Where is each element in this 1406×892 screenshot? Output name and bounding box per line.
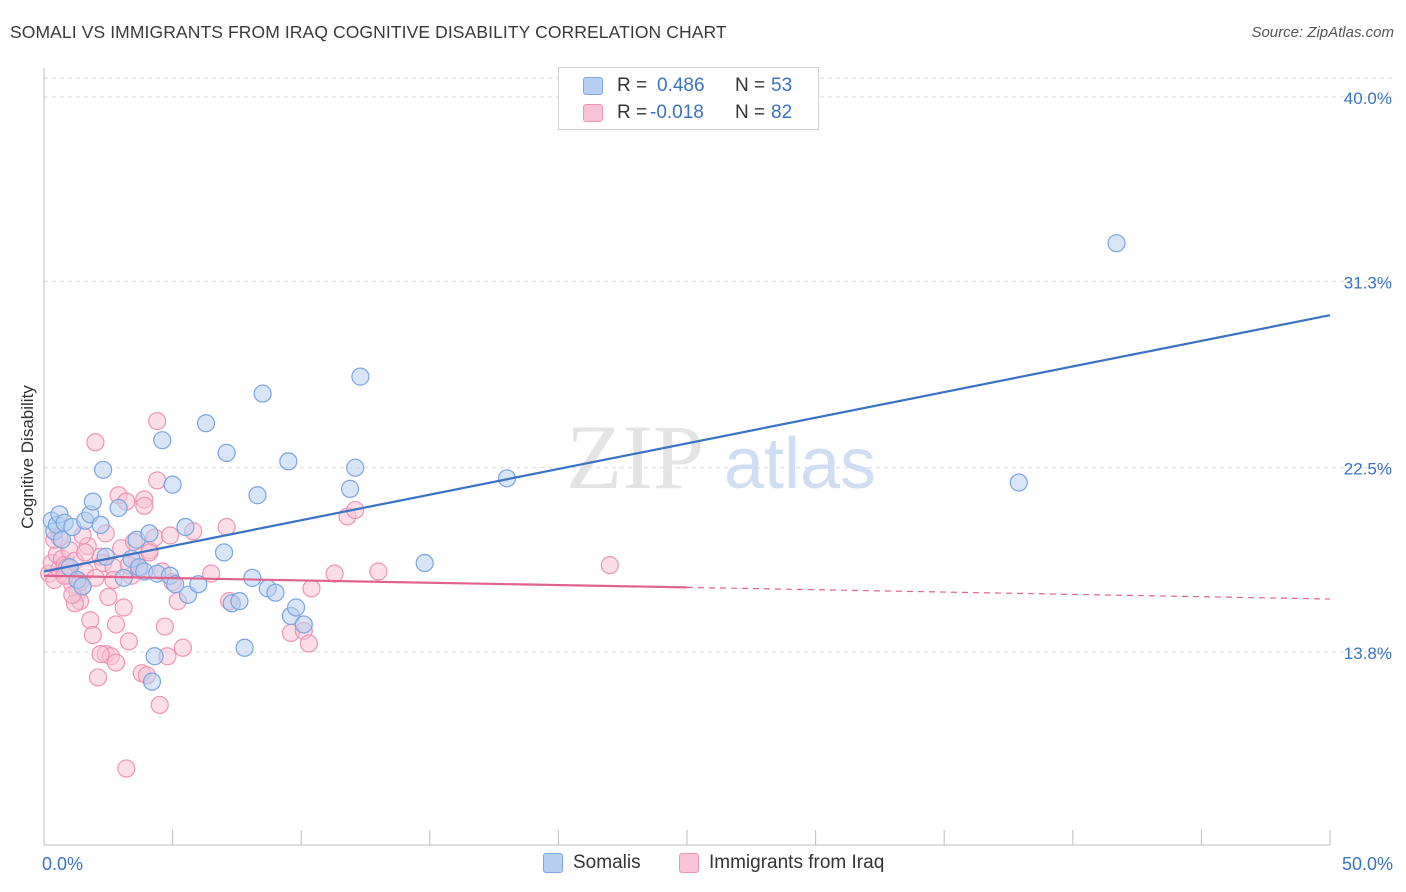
data-point <box>1107 234 1126 253</box>
data-point <box>83 625 102 645</box>
data-point <box>142 672 162 691</box>
data-point <box>346 458 365 477</box>
data-point <box>217 443 236 462</box>
trend-lines <box>43 314 1331 600</box>
data-point <box>119 632 138 651</box>
data-point <box>189 575 208 594</box>
correlation-legend: R = 0.486 N = 53 R = -0.018 N = 82 <box>558 67 819 130</box>
data-point <box>369 562 388 581</box>
data-point <box>73 577 92 596</box>
data-point <box>109 498 128 518</box>
legend-n-label: N = <box>735 75 766 96</box>
bottom-legend-label-somalis: Somalis <box>573 852 641 873</box>
data-point <box>91 515 110 535</box>
data-point <box>235 638 254 657</box>
data-point <box>91 645 110 664</box>
trend-line-iraq-dashed <box>686 586 1331 600</box>
axes <box>43 68 1331 846</box>
data-point <box>145 647 164 666</box>
chart-title: SOMALI VS IMMIGRANTS FROM IRAQ COGNITIVE… <box>10 22 727 42</box>
legend-r-value: -0.018 <box>650 102 704 123</box>
y-axis-label: Cognitive Disability <box>18 385 37 529</box>
watermark-zip: ZIP <box>566 406 704 508</box>
legend-r-label: R = <box>617 75 648 96</box>
data-point <box>94 460 113 479</box>
y-tick-label: 13.8% <box>1344 644 1392 663</box>
bottom-legend-label-iraq: Immigrants from Iraq <box>709 852 885 873</box>
data-point <box>86 433 105 452</box>
legend-n-value: 53 <box>771 75 793 96</box>
data-point <box>176 517 195 537</box>
data-point <box>248 486 267 505</box>
legend-r-label: R = <box>617 102 648 123</box>
data-point <box>76 543 95 562</box>
data-point <box>148 412 167 431</box>
data-point <box>99 587 118 607</box>
data-point <box>230 592 249 611</box>
data-point <box>243 568 262 587</box>
data-point <box>153 431 172 450</box>
data-point <box>302 579 321 598</box>
watermark-atlas: atlas <box>724 424 876 504</box>
bottom-legend-swatch-iraq <box>679 853 699 873</box>
legend-swatch-iraq <box>583 104 603 122</box>
y-tick-label: 40.0% <box>1344 89 1392 108</box>
data-point <box>166 575 185 594</box>
watermark: ZIP atlas <box>566 406 876 508</box>
tick-labels: 13.8% 22.5% 31.3% 40.0% 0.0% 50.0% <box>42 89 1393 874</box>
data-point <box>266 583 285 602</box>
legend-row-iraq: R = -0.018 N = 82 <box>559 100 818 128</box>
data-point <box>106 653 126 672</box>
bottom-legend-swatch-somalis <box>543 853 563 873</box>
data-point <box>351 367 370 386</box>
data-point <box>325 564 344 583</box>
y-tick-label: 31.3% <box>1344 273 1392 292</box>
trend-line-somalis <box>43 314 1331 573</box>
data-point <box>279 452 298 471</box>
y-tick-label: 22.5% <box>1344 460 1392 479</box>
data-point <box>88 668 108 687</box>
data-point <box>253 384 272 403</box>
legend-n-label: N = <box>735 102 766 123</box>
trend-line-iraq-solid <box>43 574 688 589</box>
data-point <box>135 496 154 515</box>
grid-lines <box>44 77 1392 653</box>
data-point <box>214 543 234 562</box>
data-point <box>140 524 159 543</box>
legend-n-value: 82 <box>771 102 793 123</box>
data-point <box>114 598 133 617</box>
data-point <box>106 615 126 634</box>
data-point <box>340 479 360 498</box>
data-point <box>155 617 174 636</box>
series-somalis-points <box>42 234 1126 691</box>
data-point <box>96 547 115 566</box>
x-tick-label: 0.0% <box>42 854 83 874</box>
data-point <box>81 611 100 630</box>
data-point <box>163 475 182 494</box>
data-point <box>150 695 169 715</box>
legend-r-value: 0.486 <box>657 75 705 96</box>
data-point <box>160 526 180 545</box>
data-point <box>1009 473 1028 492</box>
data-point <box>117 759 136 778</box>
data-point <box>173 638 192 657</box>
data-point <box>286 598 306 617</box>
data-point <box>600 556 619 575</box>
data-point <box>83 492 102 511</box>
data-point <box>299 634 319 653</box>
data-point <box>148 471 167 490</box>
legend-swatch-somalis <box>583 77 603 95</box>
source-label: Source: ZipAtlas.com <box>1251 24 1394 41</box>
data-point <box>196 414 216 433</box>
x-tick-label: 50.0% <box>1342 854 1393 874</box>
data-point <box>415 553 434 573</box>
data-point <box>294 615 313 634</box>
legend-row-somalis: R = 0.486 N = 53 <box>559 73 818 101</box>
